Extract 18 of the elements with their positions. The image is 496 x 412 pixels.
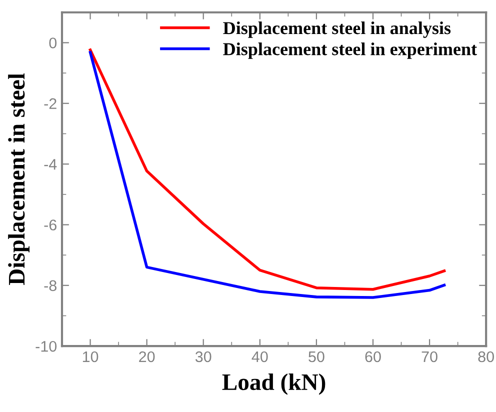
legend-label: Displacement steel in experiment <box>223 42 477 59</box>
x-tick-label: 80 <box>478 351 494 362</box>
y-tick-label: -6 <box>44 220 56 230</box>
y-axis-title: Displacement in steel <box>8 73 30 286</box>
y-tick-label: -10 <box>36 340 57 352</box>
x-tick-label: 20 <box>139 351 155 362</box>
x-tick-label: 30 <box>195 351 212 362</box>
x-tick-label: 10 <box>82 351 98 362</box>
x-axis-title: Load (kN) <box>222 374 326 395</box>
y-tick-label: -2 <box>44 98 56 109</box>
legend-label: Displacement steel in analysis <box>223 22 451 38</box>
y-tick-label: 0 <box>49 38 57 48</box>
x-tick-label: 50 <box>308 351 324 362</box>
x-tick-label: 70 <box>422 351 438 362</box>
x-tick-label: 40 <box>252 351 268 362</box>
y-tick-label: -4 <box>44 159 57 170</box>
x-tick-label: 60 <box>365 351 381 362</box>
y-tick-label: -8 <box>44 280 56 292</box>
